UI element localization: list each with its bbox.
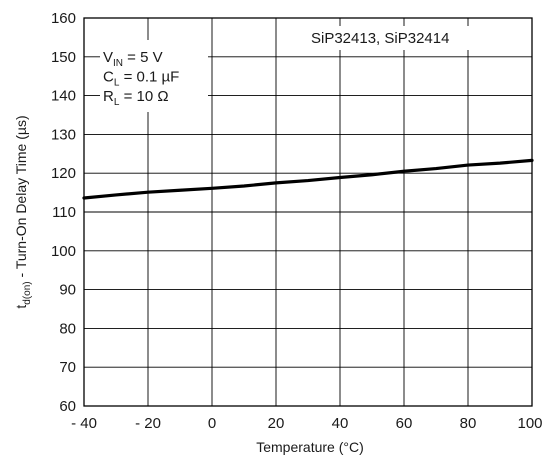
y-tick-label: 60 — [59, 398, 76, 415]
y-tick-labels: 60 70 80 90 100 110 120 130 140 150 160 — [51, 10, 76, 415]
y-axis-title: td(on) - Turn-On Delay Time (µs) — [13, 115, 33, 308]
x-tick-label: - 20 — [135, 415, 161, 432]
x-tick-label: 100 — [517, 415, 542, 432]
condition-line: RL = 10 Ω — [103, 88, 169, 108]
condition-subscript: IN — [113, 58, 123, 69]
x-tick-label: - 40 — [71, 415, 97, 432]
condition-symbol: C — [103, 69, 114, 86]
y-axis-title-main: t — [13, 305, 29, 309]
y-tick-label: 130 — [51, 126, 76, 143]
series-line — [82, 158, 534, 200]
x-tick-label: 20 — [268, 415, 285, 432]
x-tick-label: 80 — [460, 415, 477, 432]
annotation-device-names: SiP32413, SiP32414 — [311, 30, 449, 47]
x-axis-title: Temperature (°C) — [256, 439, 364, 455]
condition-value: = 5 V — [123, 49, 163, 66]
annotation-box-conditions — [100, 40, 208, 112]
y-tick-label: 160 — [51, 10, 76, 27]
condition-subscript: L — [114, 78, 120, 89]
x-tick-labels: - 40 - 20 0 20 40 60 80 100 — [71, 415, 542, 432]
condition-line: CL = 0.1 µF — [103, 69, 179, 89]
condition-symbol: V — [103, 49, 113, 66]
x-tick-label: 60 — [396, 415, 413, 432]
y-tick-label: 100 — [51, 243, 76, 260]
condition-value: = 0.1 µF — [119, 69, 179, 86]
condition-line: VIN = 5 V — [103, 49, 163, 69]
y-tick-label: 90 — [59, 282, 76, 299]
y-tick-label: 110 — [52, 204, 76, 221]
x-tick-label: 40 — [332, 415, 349, 432]
annotation-box-device — [304, 26, 522, 50]
x-tick-label: 0 — [208, 415, 216, 432]
condition-value: = 10 Ω — [119, 88, 168, 105]
y-axis-title-subscript: d(on) — [22, 281, 33, 304]
y-tick-label: 120 — [51, 165, 76, 182]
y-axis-title-rest: - Turn-On Delay Time (µs) — [13, 115, 29, 281]
y-tick-label: 140 — [51, 88, 76, 105]
condition-subscript: L — [114, 97, 120, 108]
y-tick-label: 150 — [51, 49, 76, 66]
plot-frame — [83, 17, 533, 407]
y-tick-label: 80 — [59, 320, 76, 337]
y-tick-label: 70 — [59, 359, 76, 376]
condition-symbol: R — [103, 88, 114, 105]
